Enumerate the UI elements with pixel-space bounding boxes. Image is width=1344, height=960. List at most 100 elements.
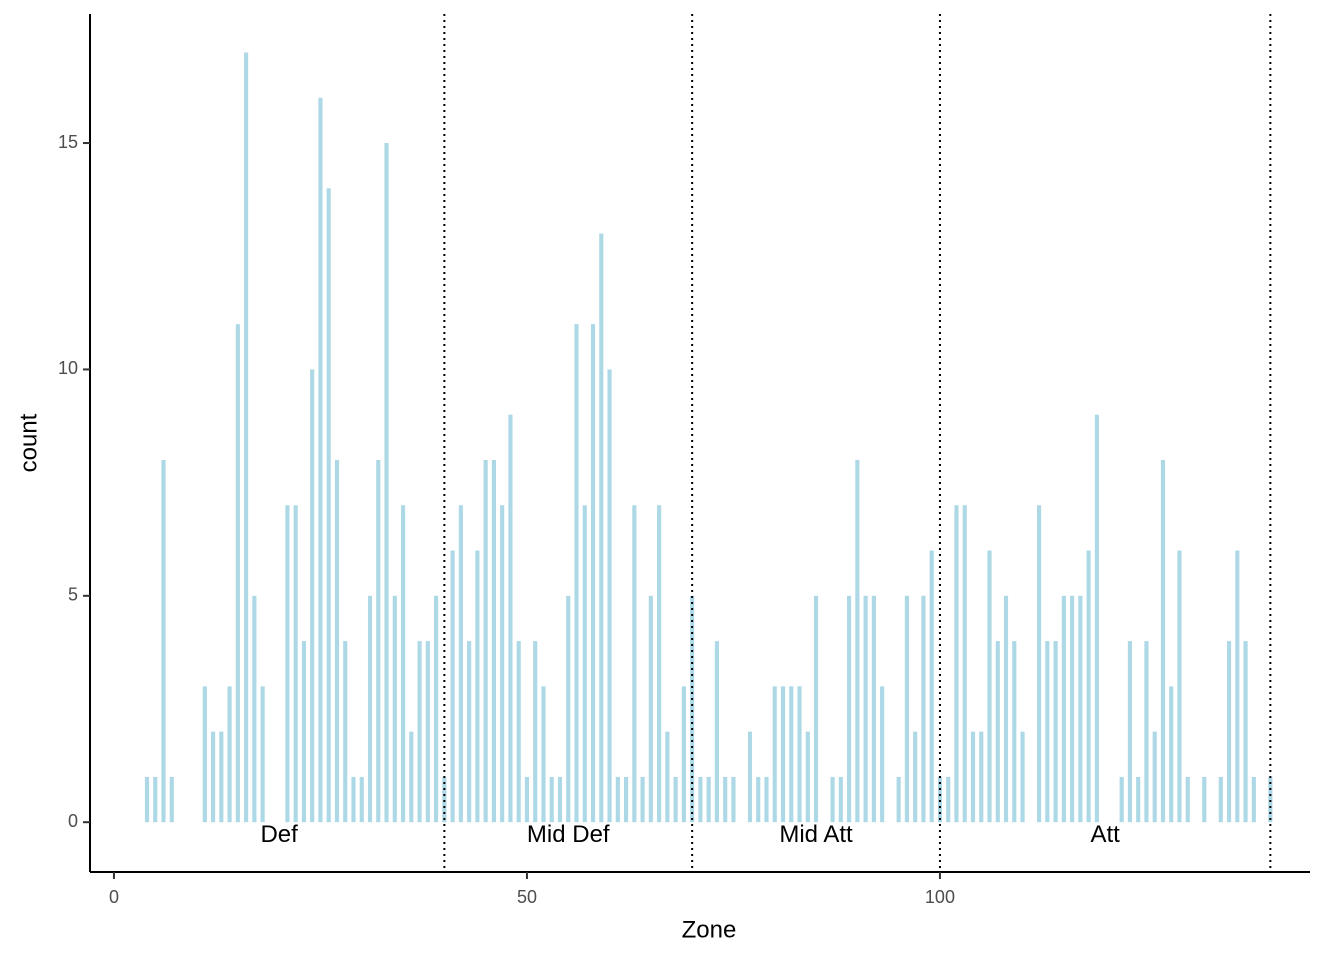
bar (533, 641, 538, 823)
bar (458, 505, 463, 823)
bar (1169, 686, 1174, 823)
bar (500, 505, 505, 823)
bar (1086, 550, 1091, 823)
bar (789, 686, 794, 823)
bar (987, 550, 992, 823)
bar (1218, 776, 1223, 823)
bar (970, 731, 976, 823)
bar (632, 505, 637, 823)
bar (1012, 641, 1017, 823)
bar (772, 686, 777, 823)
bar (838, 776, 843, 823)
bar (681, 686, 686, 823)
bar (904, 595, 909, 823)
bar (855, 459, 860, 823)
bar (202, 686, 207, 823)
bar (367, 595, 373, 823)
bar (153, 776, 158, 823)
bar (409, 731, 414, 823)
bar (813, 595, 819, 823)
bar (524, 776, 530, 823)
bar (219, 731, 224, 823)
bar (285, 505, 290, 823)
bar (1177, 550, 1182, 823)
y-tick-label: 5 (68, 585, 78, 605)
bar (615, 776, 620, 823)
bar (599, 233, 604, 823)
bar (516, 641, 521, 823)
bar (359, 776, 364, 823)
bar (1094, 414, 1099, 823)
bar (1003, 595, 1009, 823)
bar (954, 505, 959, 823)
bar (301, 641, 306, 823)
bar (1152, 731, 1157, 823)
bar (1119, 776, 1124, 823)
zone-label: Att (1090, 821, 1120, 848)
bar (557, 776, 563, 823)
bar (1061, 595, 1066, 823)
y-tick-label: 15 (58, 132, 78, 152)
bar (1037, 505, 1042, 823)
bar (648, 595, 653, 823)
bar (706, 776, 711, 823)
bar (780, 686, 786, 823)
bar (929, 550, 934, 823)
bar (1160, 459, 1166, 823)
x-tick-label: 50 (517, 887, 537, 907)
bar (896, 776, 901, 823)
bar (962, 505, 967, 823)
bar (310, 369, 315, 823)
bar (698, 776, 703, 823)
bar (376, 459, 381, 823)
bar (574, 324, 579, 823)
bar (1053, 641, 1058, 823)
bar (1243, 641, 1248, 823)
bar (1136, 776, 1141, 823)
bar (293, 505, 298, 823)
bar (1202, 776, 1207, 823)
bar (714, 641, 719, 823)
bar (491, 459, 496, 823)
bar (244, 52, 249, 823)
bar (475, 550, 480, 823)
y-tick-label: 10 (58, 358, 78, 378)
bar (211, 731, 216, 823)
bar (549, 776, 554, 823)
bar (921, 595, 926, 823)
bar (913, 731, 918, 823)
bar (673, 776, 678, 823)
bar (392, 595, 397, 823)
bar (1185, 776, 1190, 823)
bar (1144, 641, 1149, 823)
bar (442, 776, 447, 823)
bar (624, 776, 629, 823)
bar (1251, 776, 1256, 823)
bar (830, 776, 835, 823)
zone-label: Mid Def (527, 821, 610, 848)
bar (144, 776, 150, 823)
bar (1127, 641, 1132, 823)
zone-label: Mid Att (779, 821, 853, 848)
bar (979, 731, 984, 823)
bar (483, 459, 488, 823)
bar (334, 459, 340, 823)
bar (541, 686, 546, 823)
bar (169, 776, 174, 823)
bar (764, 776, 769, 823)
bar (937, 776, 943, 823)
bar (566, 595, 571, 823)
bar (863, 595, 868, 823)
bar (450, 550, 455, 823)
bar (417, 641, 422, 823)
bar (260, 686, 265, 823)
bar (1078, 595, 1083, 823)
bar (252, 595, 257, 823)
bar (425, 641, 430, 823)
bar (1268, 776, 1273, 823)
x-tick-label: 0 (109, 887, 119, 907)
bar (434, 595, 439, 823)
bar (351, 776, 356, 823)
bar (400, 505, 406, 823)
